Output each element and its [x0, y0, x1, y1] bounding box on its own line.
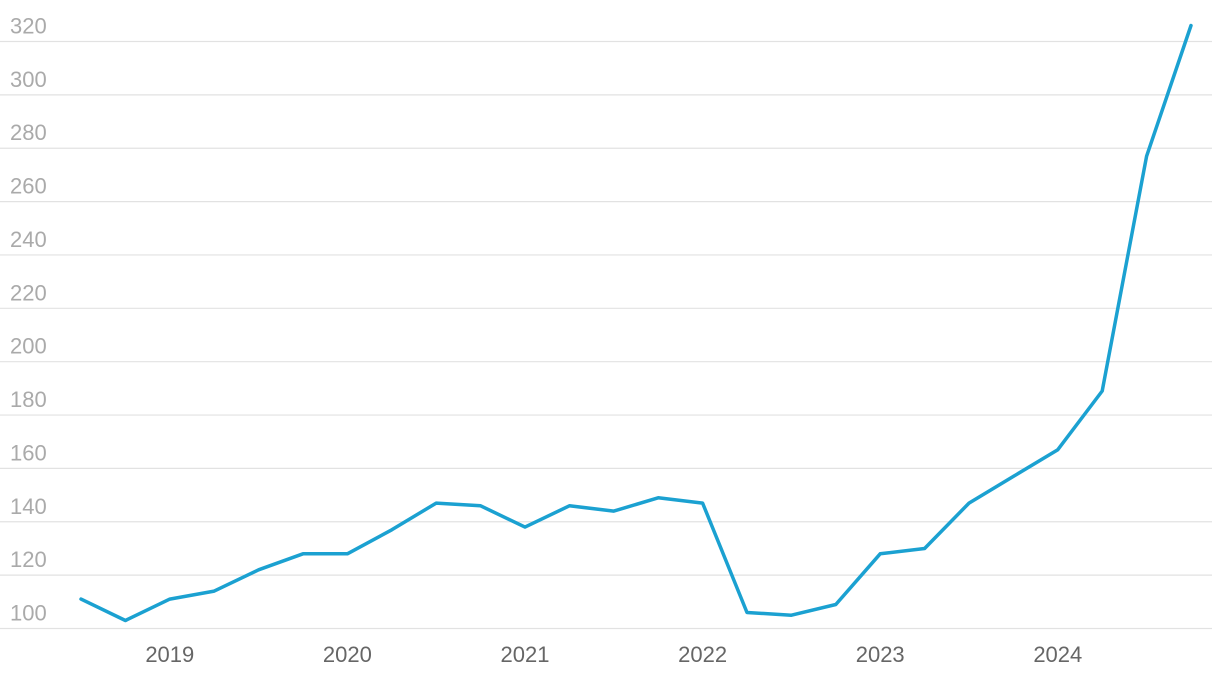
- y-tick-label: 260: [10, 174, 47, 199]
- x-tick-label: 2024: [1033, 642, 1082, 667]
- y-tick-label: 220: [10, 280, 47, 305]
- y-axis-tick-labels: 100 120 140 160 180 200 220 240 260 280 300 320: [10, 14, 47, 626]
- y-tick-label: 280: [10, 120, 47, 145]
- gridlines: [0, 40, 1212, 630]
- series-lines: [79, 23, 1193, 623]
- x-tick-label: 2019: [145, 642, 194, 667]
- x-tick-label: 2023: [856, 642, 905, 667]
- y-tick-label: 300: [10, 67, 47, 92]
- x-axis-tick-labels: 2019 2020 2021 2022 2023 2024: [145, 642, 1082, 667]
- x-tick-label: 2020: [323, 642, 372, 667]
- y-tick-label: 180: [10, 387, 47, 412]
- y-tick-label: 240: [10, 227, 47, 252]
- series-line-0: [79, 23, 1193, 623]
- x-tick-label: 2022: [678, 642, 727, 667]
- y-tick-label: 140: [10, 494, 47, 519]
- y-tick-label: 200: [10, 334, 47, 359]
- y-tick-label: 100: [10, 601, 47, 626]
- x-tick-label: 2021: [501, 642, 550, 667]
- y-tick-label: 320: [10, 14, 47, 39]
- y-tick-label: 120: [10, 547, 47, 572]
- y-tick-label: 160: [10, 440, 47, 465]
